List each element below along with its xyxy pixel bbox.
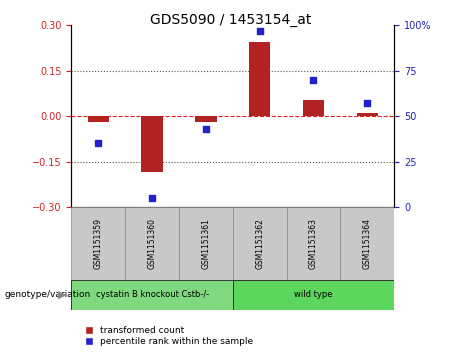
Point: [95, 140, 102, 146]
Bar: [233, 280, 394, 310]
Bar: [287, 207, 340, 280]
Bar: [340, 207, 394, 280]
Text: GSM1151361: GSM1151361: [201, 218, 210, 269]
Bar: [356, 113, 378, 116]
Bar: [125, 207, 179, 280]
Point: [202, 126, 210, 132]
Bar: [71, 280, 233, 310]
Text: ▶: ▶: [59, 290, 67, 300]
Legend: transformed count, percentile rank within the sample: transformed count, percentile rank withi…: [76, 322, 257, 350]
Bar: [71, 207, 125, 280]
Point: [256, 28, 263, 34]
Text: cystatin B knockout Cstb-/-: cystatin B knockout Cstb-/-: [95, 290, 209, 299]
Text: GSM1151362: GSM1151362: [255, 218, 264, 269]
Text: GDS5090 / 1453154_at: GDS5090 / 1453154_at: [150, 13, 311, 27]
Bar: [303, 99, 324, 116]
Point: [310, 77, 317, 83]
Bar: [233, 207, 287, 280]
Text: GSM1151363: GSM1151363: [309, 218, 318, 269]
Bar: [179, 207, 233, 280]
Bar: [249, 42, 271, 116]
Text: genotype/variation: genotype/variation: [5, 290, 91, 299]
Bar: [88, 116, 109, 122]
Bar: [195, 116, 217, 122]
Text: GSM1151364: GSM1151364: [363, 218, 372, 269]
Text: GSM1151359: GSM1151359: [94, 218, 103, 269]
Text: wild type: wild type: [294, 290, 333, 299]
Point: [364, 101, 371, 106]
Text: GSM1151360: GSM1151360: [148, 218, 157, 269]
Bar: [142, 116, 163, 172]
Point: [148, 195, 156, 201]
